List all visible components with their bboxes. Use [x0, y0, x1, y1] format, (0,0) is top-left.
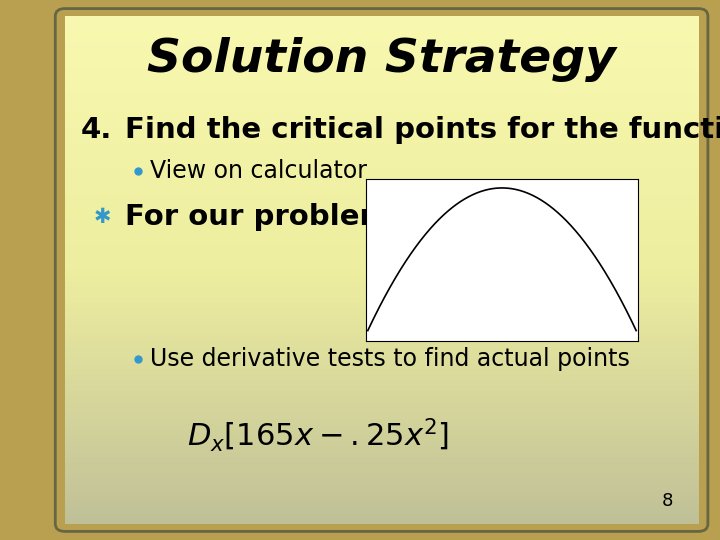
Text: Find the critical points for the function: Find the critical points for the functio… — [125, 117, 720, 144]
Text: $D_x\left[165x-.25x^2\right]$: $D_x\left[165x-.25x^2\right]$ — [187, 416, 449, 454]
Text: Solution Strategy: Solution Strategy — [147, 37, 616, 82]
Text: For our problem: For our problem — [125, 202, 390, 231]
Text: 8: 8 — [662, 491, 673, 510]
Text: 4.: 4. — [81, 117, 112, 144]
Text: ✱: ✱ — [94, 207, 112, 227]
Text: Use derivative tests to find actual points: Use derivative tests to find actual poin… — [150, 347, 630, 371]
Text: View on calculator: View on calculator — [150, 159, 367, 183]
